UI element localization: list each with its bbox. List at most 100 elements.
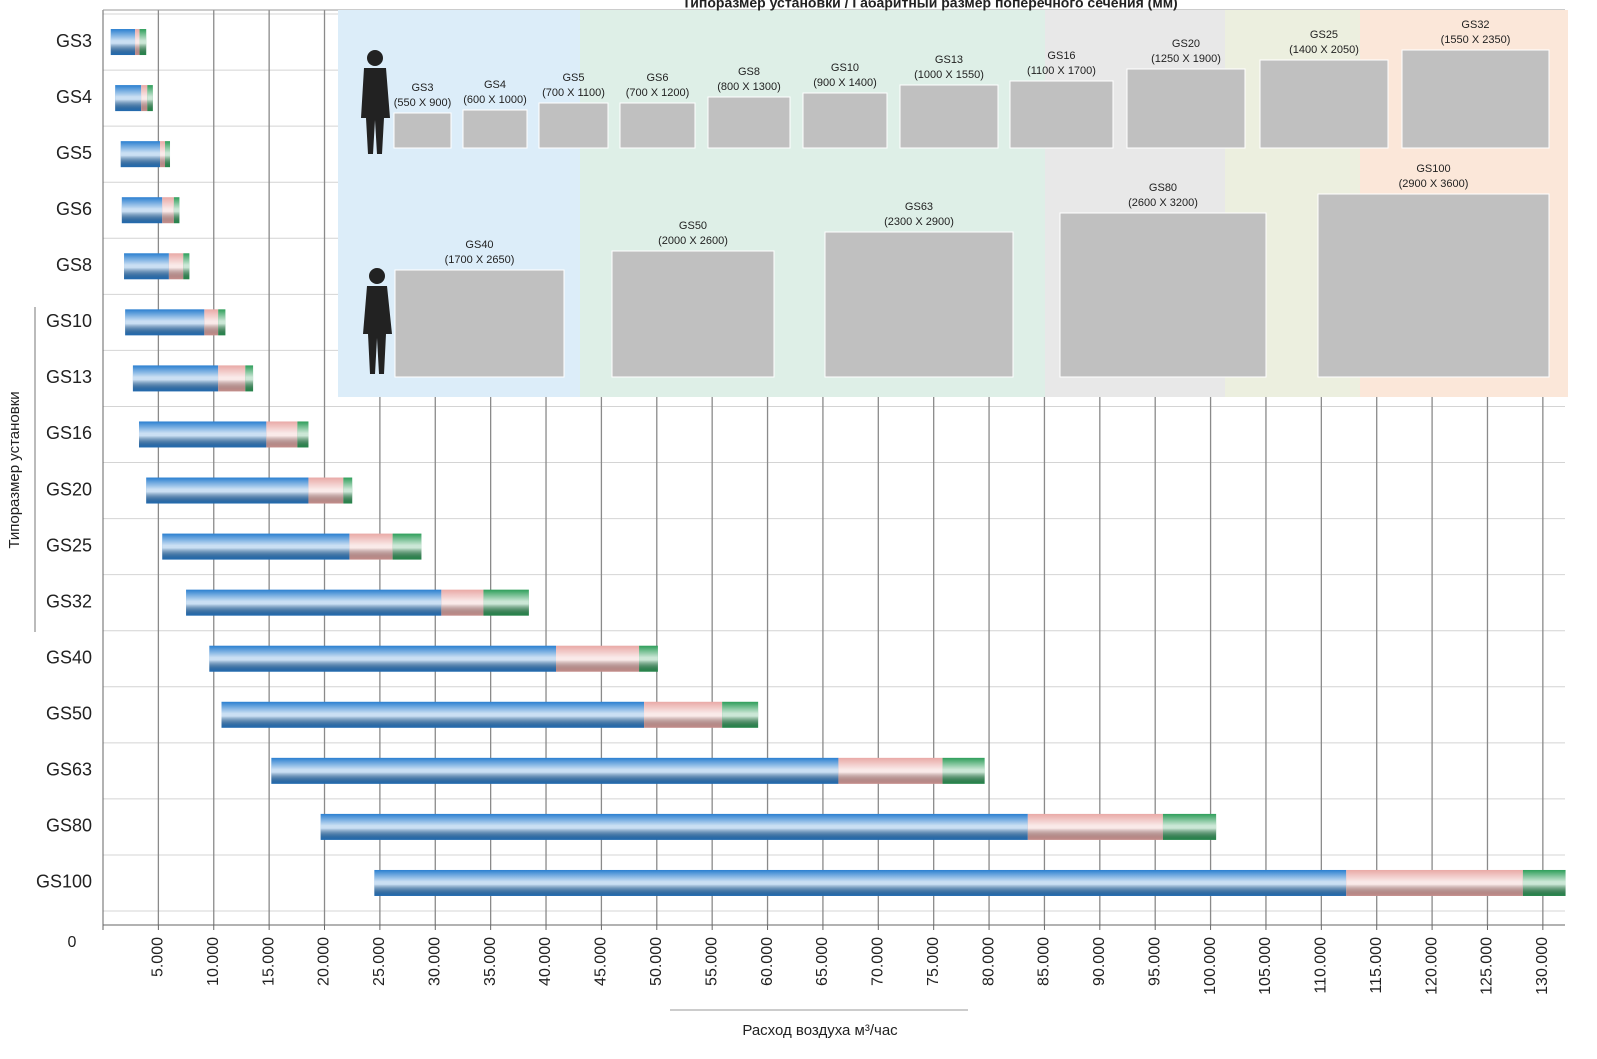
- y-tick-label: GS20: [46, 479, 92, 499]
- x-tick-label: 130.000: [1534, 937, 1551, 995]
- bar-shine: [147, 85, 153, 112]
- section-box: [1401, 49, 1550, 149]
- bar-shine: [209, 645, 556, 672]
- section-name: GS4: [484, 79, 506, 91]
- section-box: [538, 102, 609, 149]
- x-tick-label: 10.000: [205, 937, 222, 986]
- x-tick-label: 65.000: [814, 937, 831, 986]
- bar-shine: [173, 197, 180, 224]
- section-box: [611, 250, 775, 378]
- section-box: [1259, 59, 1389, 149]
- bar-shine: [138, 421, 267, 448]
- x-tick-label: 125.000: [1479, 937, 1496, 995]
- y-axis-label: Типоразмер установки: [6, 391, 23, 548]
- section-box: [393, 112, 452, 149]
- x-tick-label: 30.000: [426, 937, 443, 986]
- section-box: [1126, 68, 1246, 149]
- bar-shine: [183, 253, 190, 280]
- section-size: (2600 X 3200): [1128, 197, 1198, 209]
- section-name: GS40: [465, 239, 493, 251]
- section-name: GS100: [1416, 163, 1450, 175]
- x-tick-label: 60.000: [759, 937, 776, 986]
- y-tick-label: GS16: [46, 423, 92, 443]
- bar-shine: [942, 757, 985, 784]
- section-box: [394, 269, 565, 378]
- inset: GS3 (550 X 900) GS4 (600 X 1000) GS5 (700 X 1…: [338, 10, 1568, 397]
- section-size: (2300 X 2900): [884, 216, 954, 228]
- y-tick-label: GS50: [46, 704, 92, 724]
- y-tick-label: GS32: [46, 591, 92, 611]
- bar-shine: [165, 141, 171, 168]
- bar-shine: [162, 533, 350, 560]
- x-tick-label: 110.000: [1313, 937, 1330, 994]
- section-box: [707, 96, 791, 149]
- bar-shine: [1346, 869, 1523, 896]
- y-tick-label: GS4: [56, 87, 92, 107]
- bar-shine: [146, 477, 309, 504]
- bar-shine: [266, 421, 298, 448]
- bar-shine: [308, 477, 344, 504]
- section-size: (600 X 1000): [463, 94, 527, 106]
- bar-shine: [221, 701, 645, 728]
- section-size: (700 X 1200): [626, 87, 690, 99]
- x-tick-label: 115.000: [1368, 937, 1385, 994]
- bar-shine: [218, 309, 226, 336]
- bar-shine: [218, 365, 246, 392]
- y-tick-label: GS13: [46, 367, 92, 387]
- section-name: GS16: [1047, 50, 1075, 62]
- section-size: (1400 X 2050): [1289, 44, 1359, 56]
- x-tick-label: 120.000: [1423, 937, 1440, 995]
- section-box: [824, 231, 1014, 378]
- bar-shine: [124, 253, 169, 280]
- section-size: (1550 X 2350): [1441, 34, 1511, 46]
- y-tick-label: GS63: [46, 760, 92, 780]
- bar-shine: [555, 645, 640, 672]
- bar-shine: [245, 365, 254, 392]
- bar-shine: [121, 197, 163, 224]
- section-size: (800 X 1300): [717, 81, 781, 93]
- x-tick-label: 0: [68, 934, 77, 951]
- bar-shine: [271, 757, 839, 784]
- bar-shine: [139, 29, 147, 56]
- section-box: [1059, 212, 1267, 378]
- bar-shine: [162, 197, 174, 224]
- section-name: GS25: [1310, 29, 1338, 41]
- bar-shine: [204, 309, 219, 336]
- section-box: [1317, 193, 1550, 378]
- y-tick-label: GS100: [36, 872, 92, 892]
- x-tick-label: 70.000: [870, 937, 887, 986]
- x-tick-label: 15.000: [260, 937, 277, 986]
- bar-shine: [349, 533, 393, 560]
- x-tick-label: 85.000: [1036, 937, 1053, 986]
- section-name: GS63: [905, 201, 933, 213]
- section-size: (1700 X 2650): [445, 254, 515, 266]
- section-name: GS80: [1149, 182, 1177, 194]
- section-box: [899, 84, 999, 149]
- y-tick-label: GS40: [46, 647, 92, 667]
- x-tick-label: 90.000: [1091, 937, 1108, 986]
- section-box: [802, 92, 888, 149]
- bar-shine: [1522, 869, 1566, 896]
- section-box: [462, 109, 528, 149]
- section-name: GS5: [562, 72, 584, 84]
- section-size: (2900 X 3600): [1399, 178, 1469, 190]
- x-tick-label: 105.000: [1257, 937, 1274, 995]
- x-tick-label: 45.000: [593, 937, 610, 986]
- person-silhouette: [361, 50, 390, 154]
- x-tick-label: 35.000: [482, 937, 499, 986]
- section-name: GS6: [646, 72, 668, 84]
- bar-shine: [297, 421, 309, 448]
- bar-shine: [1027, 813, 1163, 840]
- bar-shine: [160, 141, 166, 168]
- section-name: GS32: [1461, 19, 1489, 31]
- bar-shine: [483, 589, 529, 616]
- x-tick-label: 100.000: [1202, 937, 1219, 995]
- bar-shine: [441, 589, 484, 616]
- section-size: (900 X 1400): [813, 77, 877, 89]
- section-size: (550 X 900): [394, 97, 451, 109]
- x-axis-label: Расход воздуха м³/час: [742, 1022, 898, 1039]
- bar-shine: [320, 813, 1028, 840]
- bar-shine: [115, 85, 142, 112]
- section-size: (2000 X 2600): [658, 235, 728, 247]
